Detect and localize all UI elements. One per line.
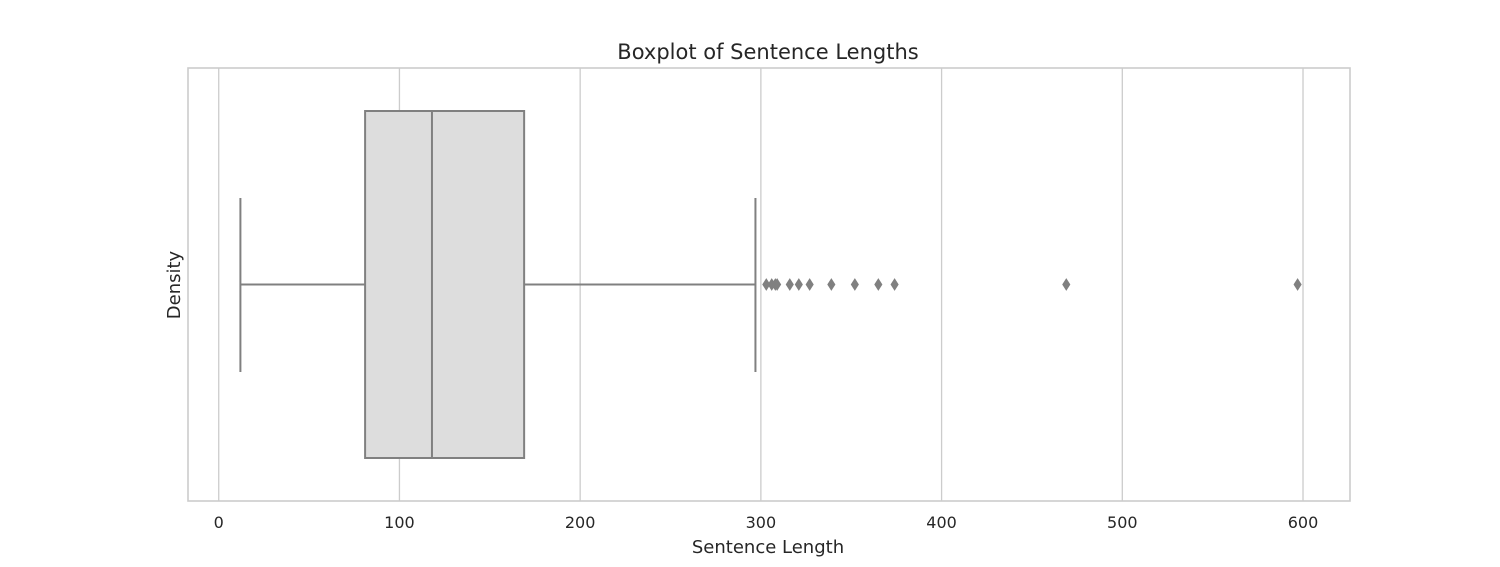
- x-tick-label: 300: [746, 513, 777, 532]
- outlier-point: [1062, 278, 1071, 291]
- outlier-point: [874, 278, 883, 291]
- x-tick-label: 0: [214, 513, 224, 532]
- x-tick-label: 600: [1288, 513, 1319, 532]
- chart-title: Boxplot of Sentence Lengths: [617, 40, 918, 64]
- y-axis-label: Density: [164, 250, 185, 319]
- outlier-point: [890, 278, 899, 291]
- x-tick-label: 200: [565, 513, 596, 532]
- outlier-point: [785, 278, 794, 291]
- iqr-box: [364, 110, 526, 459]
- x-tick-labels: 0 100 200 300 400 500 600: [214, 513, 1319, 532]
- outlier-point: [773, 278, 782, 291]
- plot-frame: [187, 67, 1351, 502]
- outlier-point: [827, 278, 836, 291]
- outlier-point: [850, 278, 859, 291]
- outlier-point: [794, 278, 803, 291]
- outlier-point: [762, 278, 771, 291]
- x-axis-label: Sentence Length: [692, 537, 844, 558]
- outlier-points: [762, 278, 1302, 291]
- outlier-point: [1293, 278, 1302, 291]
- outlier-point: [805, 278, 814, 291]
- x-tick-label: 500: [1107, 513, 1138, 532]
- x-tick-label: 400: [926, 513, 957, 532]
- x-tick-label: 100: [384, 513, 415, 532]
- box-element: [239, 110, 757, 459]
